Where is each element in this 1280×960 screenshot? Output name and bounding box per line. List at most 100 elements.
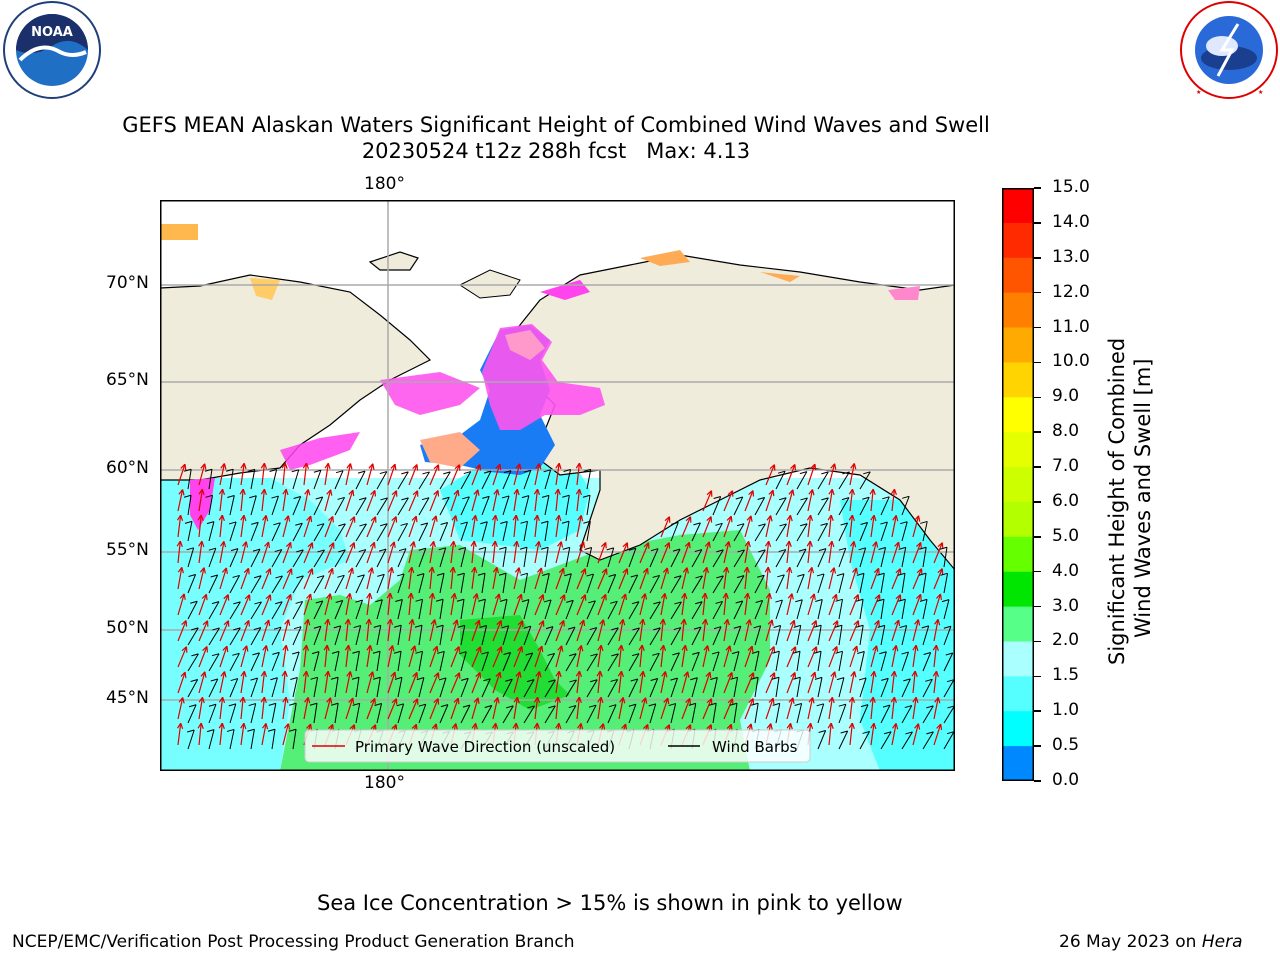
- wind-barb: [565, 626, 576, 646]
- wave-direction-arrow: [177, 489, 185, 512]
- wind-barb: [250, 521, 259, 542]
- wind-barb: [313, 496, 324, 516]
- lat-label-60: 60°N: [106, 458, 149, 478]
- colorbar-band: [1002, 432, 1034, 468]
- wave-direction-arrow: [555, 514, 562, 538]
- wave-direction-arrow: [912, 515, 921, 538]
- wave-direction-arrow: [408, 464, 419, 486]
- wave-direction-arrow: [366, 567, 374, 590]
- wind-barb: [292, 549, 304, 568]
- lat-label-70: 70°N: [106, 273, 149, 293]
- wave-direction-arrow: [219, 594, 230, 616]
- wave-direction-arrow: [344, 618, 351, 642]
- wind-barb: [208, 703, 217, 724]
- wave-direction-arrow: [743, 592, 751, 616]
- wave-direction-arrow: [260, 670, 268, 694]
- wind-barb: [943, 705, 955, 724]
- wave-direction-arrow: [870, 670, 877, 694]
- wave-direction-arrow: [849, 541, 857, 564]
- wind-barb: [478, 598, 486, 620]
- wave-direction-arrow: [324, 618, 331, 642]
- wind-barb: [901, 495, 910, 516]
- wave-direction-arrow: [408, 490, 419, 512]
- wind-barb: [750, 676, 759, 698]
- wind-barb: [519, 546, 528, 568]
- wind-barb: [792, 650, 801, 672]
- wave-direction-arrow: [513, 567, 521, 590]
- wind-barb: [372, 650, 381, 672]
- wind-barb: [586, 653, 598, 672]
- wind-barb: [523, 469, 532, 490]
- wind-barb: [628, 653, 640, 672]
- wave-direction-arrow: [198, 540, 205, 564]
- wind-barb: [394, 676, 403, 698]
- wave-direction-arrow: [786, 514, 793, 538]
- wave-direction-arrow: [639, 670, 646, 694]
- lon-label-bottom: 180°: [364, 773, 405, 793]
- wind-barb: [670, 601, 682, 620]
- wave-direction-arrow: [429, 515, 438, 538]
- wave-direction-arrow: [639, 697, 648, 720]
- wind-barb: [501, 495, 510, 516]
- wave-direction-arrow: [219, 620, 230, 642]
- colorbar-tick-label: 0.0: [1052, 770, 1080, 790]
- wave-direction-arrow: [786, 697, 795, 720]
- wind-barb: [901, 731, 913, 750]
- wind-barb: [436, 572, 445, 594]
- colorbar-tick-label: 6.0: [1052, 490, 1080, 511]
- wave-direction-arrow: [828, 696, 835, 720]
- wind-barb: [229, 627, 241, 646]
- wave-direction-arrow: [533, 488, 541, 512]
- wind-barb: [393, 650, 402, 672]
- wave-direction-arrow: [743, 566, 750, 590]
- wind-barb: [481, 495, 490, 516]
- wave-direction-arrow: [848, 722, 855, 746]
- wave-direction-arrow: [869, 696, 876, 720]
- wind-barb: [943, 679, 955, 698]
- wind-barb: [670, 677, 678, 698]
- colorbar-tick-label: 11.0: [1052, 316, 1090, 337]
- wind-barb: [376, 573, 385, 594]
- wind-barb: [520, 520, 528, 542]
- wave-direction-arrow: [744, 672, 755, 694]
- wave-direction-arrow: [555, 670, 562, 694]
- wind-barb: [250, 548, 261, 568]
- wind-barb: [712, 575, 724, 594]
- wave-direction-arrow: [786, 489, 795, 512]
- wind-barb: [355, 497, 367, 516]
- wave-direction-arrow: [617, 670, 625, 694]
- colorbar-tick-label: 14.0: [1052, 211, 1090, 232]
- wind-barb: [649, 601, 661, 620]
- wave-direction-arrow: [198, 696, 205, 720]
- wind-barb: [543, 469, 552, 490]
- colorbar-band: [1002, 397, 1034, 433]
- wave-direction-arrow: [576, 541, 586, 564]
- wind-barb: [772, 702, 781, 724]
- wind-barb: [920, 520, 928, 542]
- wave-direction-arrow: [345, 516, 356, 538]
- wave-direction-arrow: [660, 567, 669, 590]
- wind-barb: [607, 653, 619, 672]
- wave-direction-arrow: [534, 671, 542, 694]
- wave-direction-arrow: [807, 671, 817, 694]
- wind-barb: [499, 546, 507, 568]
- wind-barb: [775, 574, 785, 594]
- wave-direction-arrow: [492, 489, 500, 512]
- wave-direction-arrow: [765, 464, 776, 486]
- wave-direction-arrow: [806, 514, 814, 538]
- wind-barb: [376, 548, 387, 568]
- wave-direction-arrow: [449, 540, 457, 564]
- wind-barb: [691, 626, 702, 646]
- wind-barb: [183, 494, 192, 516]
- svg-text:★: ★: [1196, 89, 1201, 96]
- wave-direction-arrow: [702, 698, 713, 720]
- wave-direction-arrow: [828, 540, 835, 564]
- wind-barb: [729, 702, 738, 724]
- colorbar-band: [1002, 571, 1034, 608]
- wave-direction-arrow: [450, 646, 461, 668]
- wind-barb: [649, 574, 661, 594]
- wind-barb: [583, 468, 592, 490]
- wave-direction-arrow: [366, 490, 377, 512]
- wave-direction-arrow: [260, 696, 267, 720]
- wind-barb: [733, 575, 745, 594]
